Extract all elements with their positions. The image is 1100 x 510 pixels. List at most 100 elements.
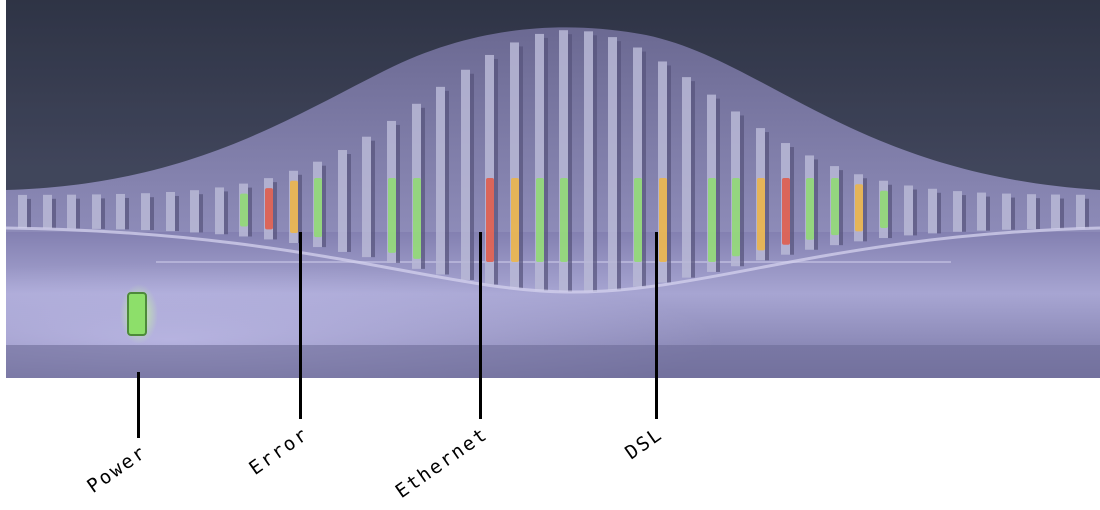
dsl-leader-line <box>655 232 658 419</box>
grille-slat-shadow <box>224 191 228 235</box>
grille-slat-shadow <box>1036 198 1040 230</box>
power-led <box>127 292 147 336</box>
grille-slat-shadow <box>617 41 621 290</box>
status-led <box>659 178 667 262</box>
dsl-label: DSL <box>620 423 667 465</box>
grille-slat-shadow <box>1011 197 1015 230</box>
grille-slat <box>362 136 371 258</box>
grille-slat <box>436 86 445 275</box>
grille-slat <box>43 194 52 229</box>
grille-slat-shadow <box>519 46 523 289</box>
grille-slat <box>461 69 470 280</box>
status-led <box>388 178 396 253</box>
grille-slat-shadow <box>863 178 867 242</box>
status-leds <box>240 178 888 262</box>
power-label: Power <box>82 441 151 498</box>
grille-slat <box>116 193 125 230</box>
grille-slat-shadow <box>790 147 794 255</box>
grille-slat-shadow <box>642 51 646 287</box>
grille-slat <box>166 191 175 232</box>
grille-slat <box>67 194 76 229</box>
ventilation-grille <box>6 27 1100 232</box>
ethernet-label: Ethernet <box>391 423 493 503</box>
grille-slat <box>215 187 224 235</box>
grille-slat-shadow <box>322 165 326 248</box>
grille-slat-shadow <box>150 197 154 231</box>
status-led <box>831 178 839 236</box>
status-led <box>560 178 568 262</box>
grille-slat-shadow <box>298 174 302 244</box>
grille-slat-shadow <box>175 195 179 232</box>
status-led <box>634 178 642 262</box>
grille-slat-shadow <box>1060 198 1064 229</box>
grille-slat-shadow <box>593 35 597 292</box>
grille-slat <box>510 42 519 289</box>
grille-slat-shadow <box>568 34 572 292</box>
grille-slat <box>485 54 494 285</box>
status-led <box>511 178 519 262</box>
error-leader-line <box>299 232 302 419</box>
status-led <box>732 178 740 257</box>
grille-slat-shadow <box>937 192 941 234</box>
grille-slat <box>92 194 101 229</box>
grille-slat <box>633 47 642 287</box>
grille-slat <box>1076 194 1085 229</box>
grille-slat-shadow <box>421 107 425 269</box>
status-led <box>314 178 322 238</box>
status-led <box>240 193 248 227</box>
grille-slat-shadow <box>913 189 917 236</box>
status-led <box>536 178 544 262</box>
grille-slat-shadow <box>667 65 671 283</box>
status-led <box>486 178 494 262</box>
grille-slat <box>904 185 913 236</box>
power-leader-line <box>137 372 140 438</box>
status-led <box>880 190 888 229</box>
grille-slat-shadow <box>494 58 498 285</box>
status-led <box>413 178 421 259</box>
grille-slat <box>1051 194 1060 229</box>
grille-slat-shadow <box>544 37 548 291</box>
grille-slat-shadow <box>76 198 80 229</box>
grille-slat <box>682 77 691 278</box>
grille-slat <box>190 190 199 233</box>
status-led <box>265 188 273 230</box>
grille-slat-shadow <box>52 198 56 229</box>
grille-slat <box>1002 193 1011 230</box>
grille-slat-shadow <box>1085 198 1089 229</box>
grille-slat <box>608 37 617 290</box>
grille-slat <box>1027 194 1036 230</box>
grille-slat <box>338 150 347 252</box>
grille-slat <box>141 193 150 231</box>
grille-slat-shadow <box>101 198 105 229</box>
grille-slat <box>658 61 667 283</box>
grille-slat <box>584 31 593 292</box>
status-led <box>855 184 863 232</box>
grille-slat-shadow <box>396 124 400 263</box>
status-led <box>806 178 814 240</box>
grille-slat-shadow <box>248 187 252 237</box>
grille-slat-shadow <box>765 132 769 261</box>
grille-slat-shadow <box>199 194 203 233</box>
grille-slat <box>928 188 937 234</box>
grille-slat-shadow <box>347 154 351 252</box>
grille-slat-shadow <box>740 115 744 267</box>
status-led <box>757 178 765 251</box>
grille-slat-shadow <box>691 81 695 278</box>
grille-slat-shadow <box>27 198 31 229</box>
status-led <box>782 178 790 245</box>
grille-slat-shadow <box>125 197 129 230</box>
grille-slat <box>535 33 544 291</box>
grille-slat-shadow <box>986 196 990 231</box>
grille-slat <box>18 194 27 229</box>
error-label: Error <box>244 423 313 480</box>
status-led <box>708 178 716 262</box>
grille-slat-shadow <box>470 73 474 280</box>
grille-slat-shadow <box>371 140 375 258</box>
grille-slat-shadow <box>273 182 277 240</box>
status-led <box>290 180 298 234</box>
grille-slat <box>977 192 986 231</box>
grille-slat-shadow <box>962 195 966 232</box>
grille-slat-shadow <box>814 159 818 250</box>
grille-slat-shadow <box>888 184 892 239</box>
grille-slat <box>559 30 568 292</box>
